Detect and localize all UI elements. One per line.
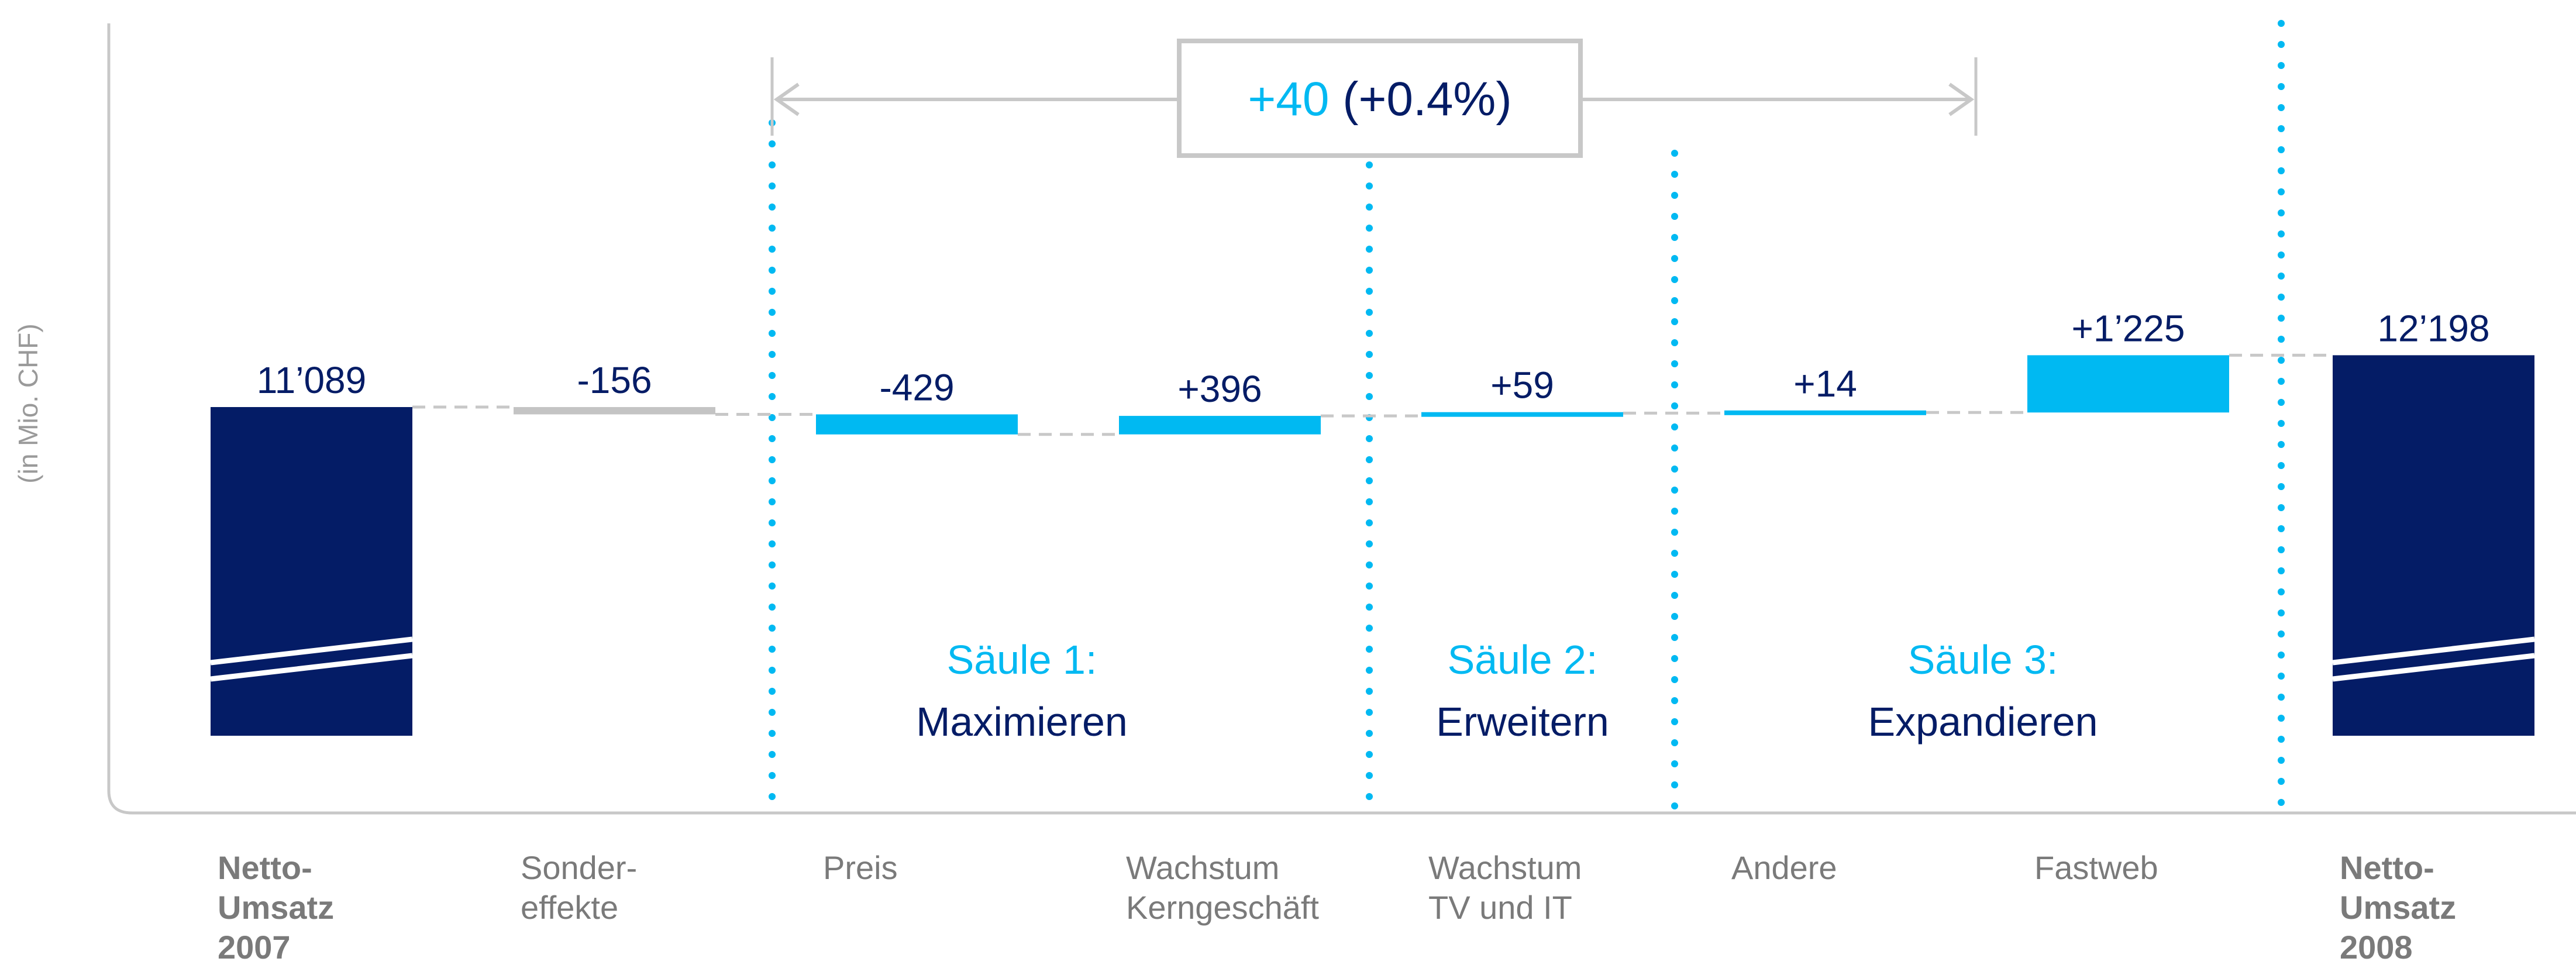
bar-5 <box>1724 410 1926 415</box>
bracket-arrow-right <box>1948 82 1975 116</box>
category-label-5: Andere <box>1731 849 1837 886</box>
y-axis-label: (in Mio. CHF) <box>13 323 43 483</box>
category-label-6: Fastweb <box>2034 849 2158 886</box>
axis-break-line <box>2332 636 2535 666</box>
change-percent: (+0.4%) <box>1329 73 1511 126</box>
axis-break-line <box>210 636 413 666</box>
change-value: +40 <box>1248 73 1329 126</box>
category-label-1: effekte <box>521 889 618 926</box>
bars <box>210 355 2535 736</box>
category-label-4: Wachstum <box>1428 849 1582 886</box>
category-label-2: Preis <box>823 849 898 886</box>
category-label-3: Wachstum <box>1126 849 1279 886</box>
bar-0 <box>211 407 412 736</box>
category-label-7: 2008 <box>2340 929 2413 965</box>
value-label-1: -156 <box>577 359 652 401</box>
pillar-name-3: Expandieren <box>1868 699 2098 745</box>
value-label-6: +1’225 <box>2072 307 2185 349</box>
change-box <box>1177 39 1583 158</box>
bar-3 <box>1119 416 1321 435</box>
bracket-arrow-left <box>773 82 800 116</box>
axis-break-line <box>2332 653 2535 682</box>
pillar-name-1: Maximieren <box>916 699 1128 745</box>
category-label-7: Netto- <box>2340 849 2434 886</box>
change-value-text: +40 (+0.4%) <box>1248 73 1511 126</box>
value-label-4: +59 <box>1490 364 1554 406</box>
pillar-dividers <box>769 20 2285 814</box>
connector-lines <box>412 353 2333 436</box>
value-label-0: 11’089 <box>257 359 366 401</box>
change-bracket: +40 (+0.4%) <box>770 39 1978 158</box>
category-label-0: Netto- <box>218 849 312 886</box>
value-label-3: +396 <box>1177 368 1262 410</box>
value-label-5: +14 <box>1793 363 1857 405</box>
bar-2 <box>816 414 1018 435</box>
pillar-labels: Säule 1: Maximieren Säule 2: Erweitern Säule… <box>916 637 2098 745</box>
pillar-name-2: Erweitern <box>1436 699 1609 745</box>
category-label-3: Kerngeschäft <box>1126 889 1319 926</box>
category-label-4: TV und IT <box>1428 889 1572 926</box>
axis-line <box>107 23 2576 815</box>
bar-4 <box>1421 412 1623 417</box>
value-label-2: -429 <box>879 367 954 409</box>
axis-break-line <box>210 653 413 682</box>
category-label-0: 2007 <box>218 929 291 965</box>
pillar-title-1: Säule 1: <box>947 637 1097 683</box>
pillar-title-3: Säule 3: <box>1908 637 2058 683</box>
bar-1 <box>514 407 715 415</box>
bar-6 <box>2027 355 2229 413</box>
value-label-7: 12’198 <box>2377 307 2489 349</box>
value-labels: 11’089 -156 -429 +396 +59 +14 +1’225 12’198 <box>257 307 2490 410</box>
pillar-title-2: Säule 2: <box>1448 637 1598 683</box>
bar-7 <box>2333 355 2534 736</box>
category-label-7: Umsatz <box>2340 889 2456 926</box>
category-label-1: Sonder- <box>521 849 637 886</box>
category-label-0: Umsatz <box>218 889 334 926</box>
chart-axis <box>107 23 2576 815</box>
